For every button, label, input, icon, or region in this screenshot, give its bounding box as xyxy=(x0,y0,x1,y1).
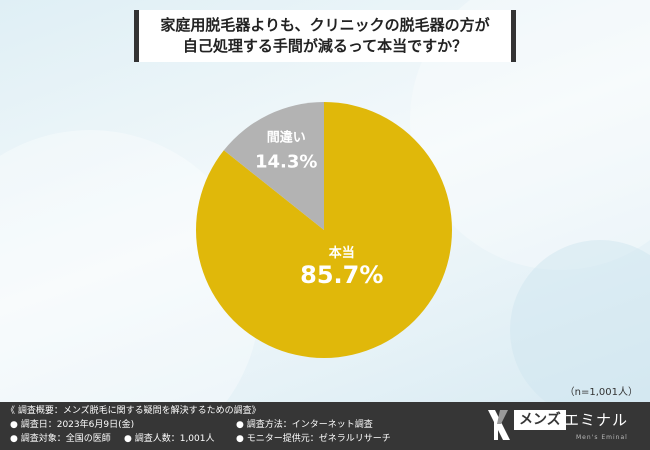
survey-count: ● 調査人数：1,001人 xyxy=(124,434,215,444)
chart-title-line-1: 家庭用脱毛器よりも、クリニックの脱毛器の方が xyxy=(160,16,490,34)
pie-slice-0-value: 85.7% xyxy=(300,261,383,289)
chart-title-line-2: 自己処理する手間が減るって本当ですか？ xyxy=(182,37,468,55)
survey-date: ● 調査日：2023年6月9日(金) xyxy=(10,420,135,430)
survey-method: ● 調査方法：インターネット調査 xyxy=(236,420,373,430)
logo-mark-icon xyxy=(488,410,510,440)
pie-slice-1-label: 間違い xyxy=(267,130,306,146)
mens-eminal-logo: メンズ エミナル Men's Eminal xyxy=(486,406,646,446)
sample-size: （n=1,001人） xyxy=(564,387,638,398)
survey-provider: ● モニター提供元：ゼネラルリサーチ xyxy=(236,434,391,444)
logo-subtext: Men's Eminal xyxy=(576,434,628,441)
logo-text: エミナル xyxy=(564,411,629,429)
survey-footer: 《 調査概要：メンズ脱毛に関する疑問を解決するための調査》 ● 調査日：2023… xyxy=(0,402,650,450)
chart-title: 家庭用脱毛器よりも、クリニックの脱毛器の方が 自己処理する手間が減るって本当です… xyxy=(134,10,516,62)
pie-slice-1-value: 14.3% xyxy=(255,152,317,173)
pie-slice-1 xyxy=(223,102,324,230)
logo-text-boxed: メンズ xyxy=(514,410,566,430)
pie-slice-0-label: 本当 xyxy=(329,245,355,261)
survey-target: ● 調査対象：全国の医師 xyxy=(10,434,111,444)
survey-overview-header: 《 調査概要：メンズ脱毛に関する疑問を解決するための調査》 xyxy=(6,406,261,416)
